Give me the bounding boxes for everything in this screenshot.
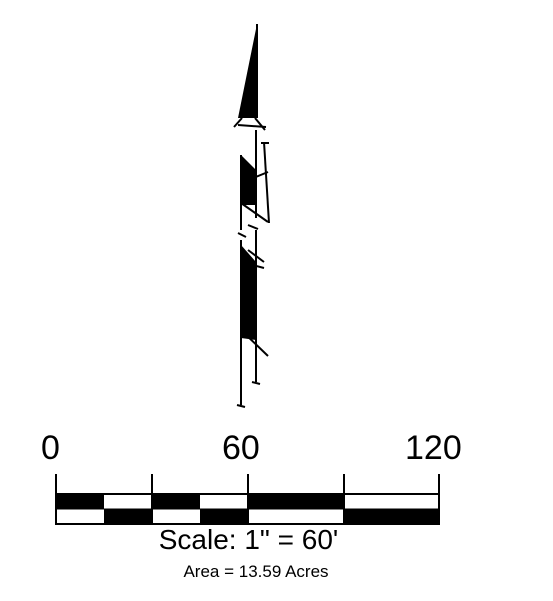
area-text: Area = 13.59 Acres [183, 562, 329, 581]
scale-text: Scale: 1" = 60' [158, 524, 339, 555]
boundary-line [254, 117, 266, 131]
scale-segment-black [200, 509, 248, 524]
scale-tick-label-60: 60 [222, 429, 260, 467]
boundary-line [251, 381, 261, 385]
boundary-line [240, 202, 269, 223]
scale-segment-black [104, 509, 152, 524]
parcel-fill-upper [241, 155, 256, 205]
boundary-line [237, 232, 247, 238]
boundary-line [247, 249, 265, 263]
scale-segment-black [344, 509, 439, 524]
boundary-line [247, 224, 259, 230]
north-arrow-base [233, 117, 243, 128]
scale-tick-label-0: 0 [41, 429, 60, 467]
scale-bar [55, 474, 440, 525]
scale-segment-black [248, 494, 344, 509]
scale-tick-label-120: 120 [405, 429, 462, 467]
boundary-line [236, 404, 246, 408]
north-arrow-icon [238, 24, 257, 118]
boundary-line [263, 141, 270, 224]
parcel-fill-lower [241, 245, 256, 340]
scale-segment-black [56, 494, 104, 509]
scale-segment-black [152, 494, 200, 509]
